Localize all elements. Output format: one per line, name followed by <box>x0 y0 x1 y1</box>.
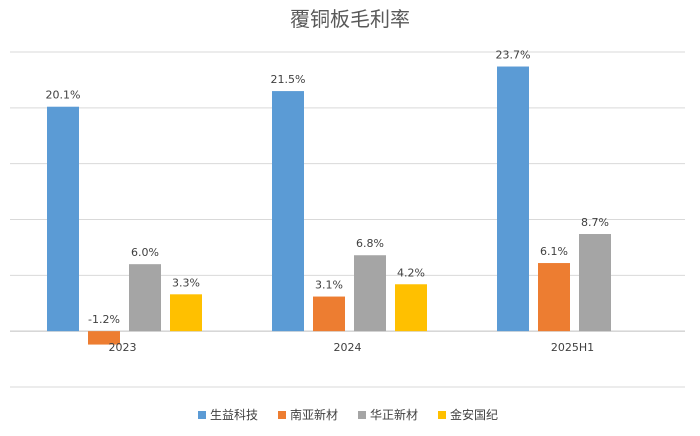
bar-华正新材-2024 <box>354 255 386 332</box>
data-label-华正新材-2024: 6.8% <box>356 237 384 250</box>
data-labels: 20.1% -1.2% 6.0% 3.3% 21.5% 3.1% 6.8% 4.2% 23.7%… <box>46 49 609 327</box>
legend-swatch-华正新材 <box>358 411 366 419</box>
data-label-生益科技-2025H1: 23.7% <box>496 49 531 62</box>
x-tick-2024: 2024 <box>334 341 362 354</box>
legend-swatch-南亚新材 <box>278 411 286 419</box>
legend-label-金安国纪: 金安国纪 <box>450 407 498 422</box>
bar-南亚新材-2025H1 <box>538 263 570 332</box>
bar-金安国纪-2024 <box>395 284 427 332</box>
bar-南亚新材-2024 <box>313 296 345 332</box>
x-tick-labels: 2023 2024 2025H1 <box>109 341 595 354</box>
data-label-金安国纪-2024: 4.2% <box>397 266 425 279</box>
legend-label-华正新材: 华正新材 <box>370 407 418 422</box>
legend-swatch-金安国纪 <box>438 411 446 419</box>
bar-华正新材-2025H1 <box>579 234 611 332</box>
bar-生益科技-2023 <box>47 106 79 332</box>
legend: 生益科技 南亚新材 华正新材 金安国纪 <box>198 407 498 422</box>
chart-title: 覆铜板毛利率 <box>290 7 410 31</box>
data-label-南亚新材-2025H1: 6.1% <box>540 245 568 258</box>
bar-生益科技-2024 <box>272 91 304 332</box>
bar-金安国纪-2023 <box>170 294 202 332</box>
legend-swatch-生益科技 <box>198 411 206 419</box>
data-label-华正新材-2025H1: 8.7% <box>581 216 609 229</box>
data-label-金安国纪-2023: 3.3% <box>172 276 200 289</box>
data-label-华正新材-2023: 6.0% <box>131 246 159 259</box>
legend-label-生益科技: 生益科技 <box>210 408 258 422</box>
data-label-生益科技-2023: 20.1% <box>46 89 81 102</box>
x-tick-2025H1: 2025H1 <box>551 341 594 354</box>
data-label-生益科技-2024: 21.5% <box>271 73 306 86</box>
bar-生益科技-2025H1 <box>497 66 529 332</box>
data-label-南亚新材-2023: -1.2% <box>88 313 120 326</box>
grid-lines <box>10 51 685 388</box>
x-tick-2023: 2023 <box>109 341 137 354</box>
bar-华正新材-2023 <box>129 264 161 332</box>
data-label-南亚新材-2024: 3.1% <box>315 279 343 292</box>
bar-南亚新材-2023 <box>88 331 120 345</box>
legend-label-南亚新材: 南亚新材 <box>290 407 338 422</box>
bars <box>47 66 611 345</box>
